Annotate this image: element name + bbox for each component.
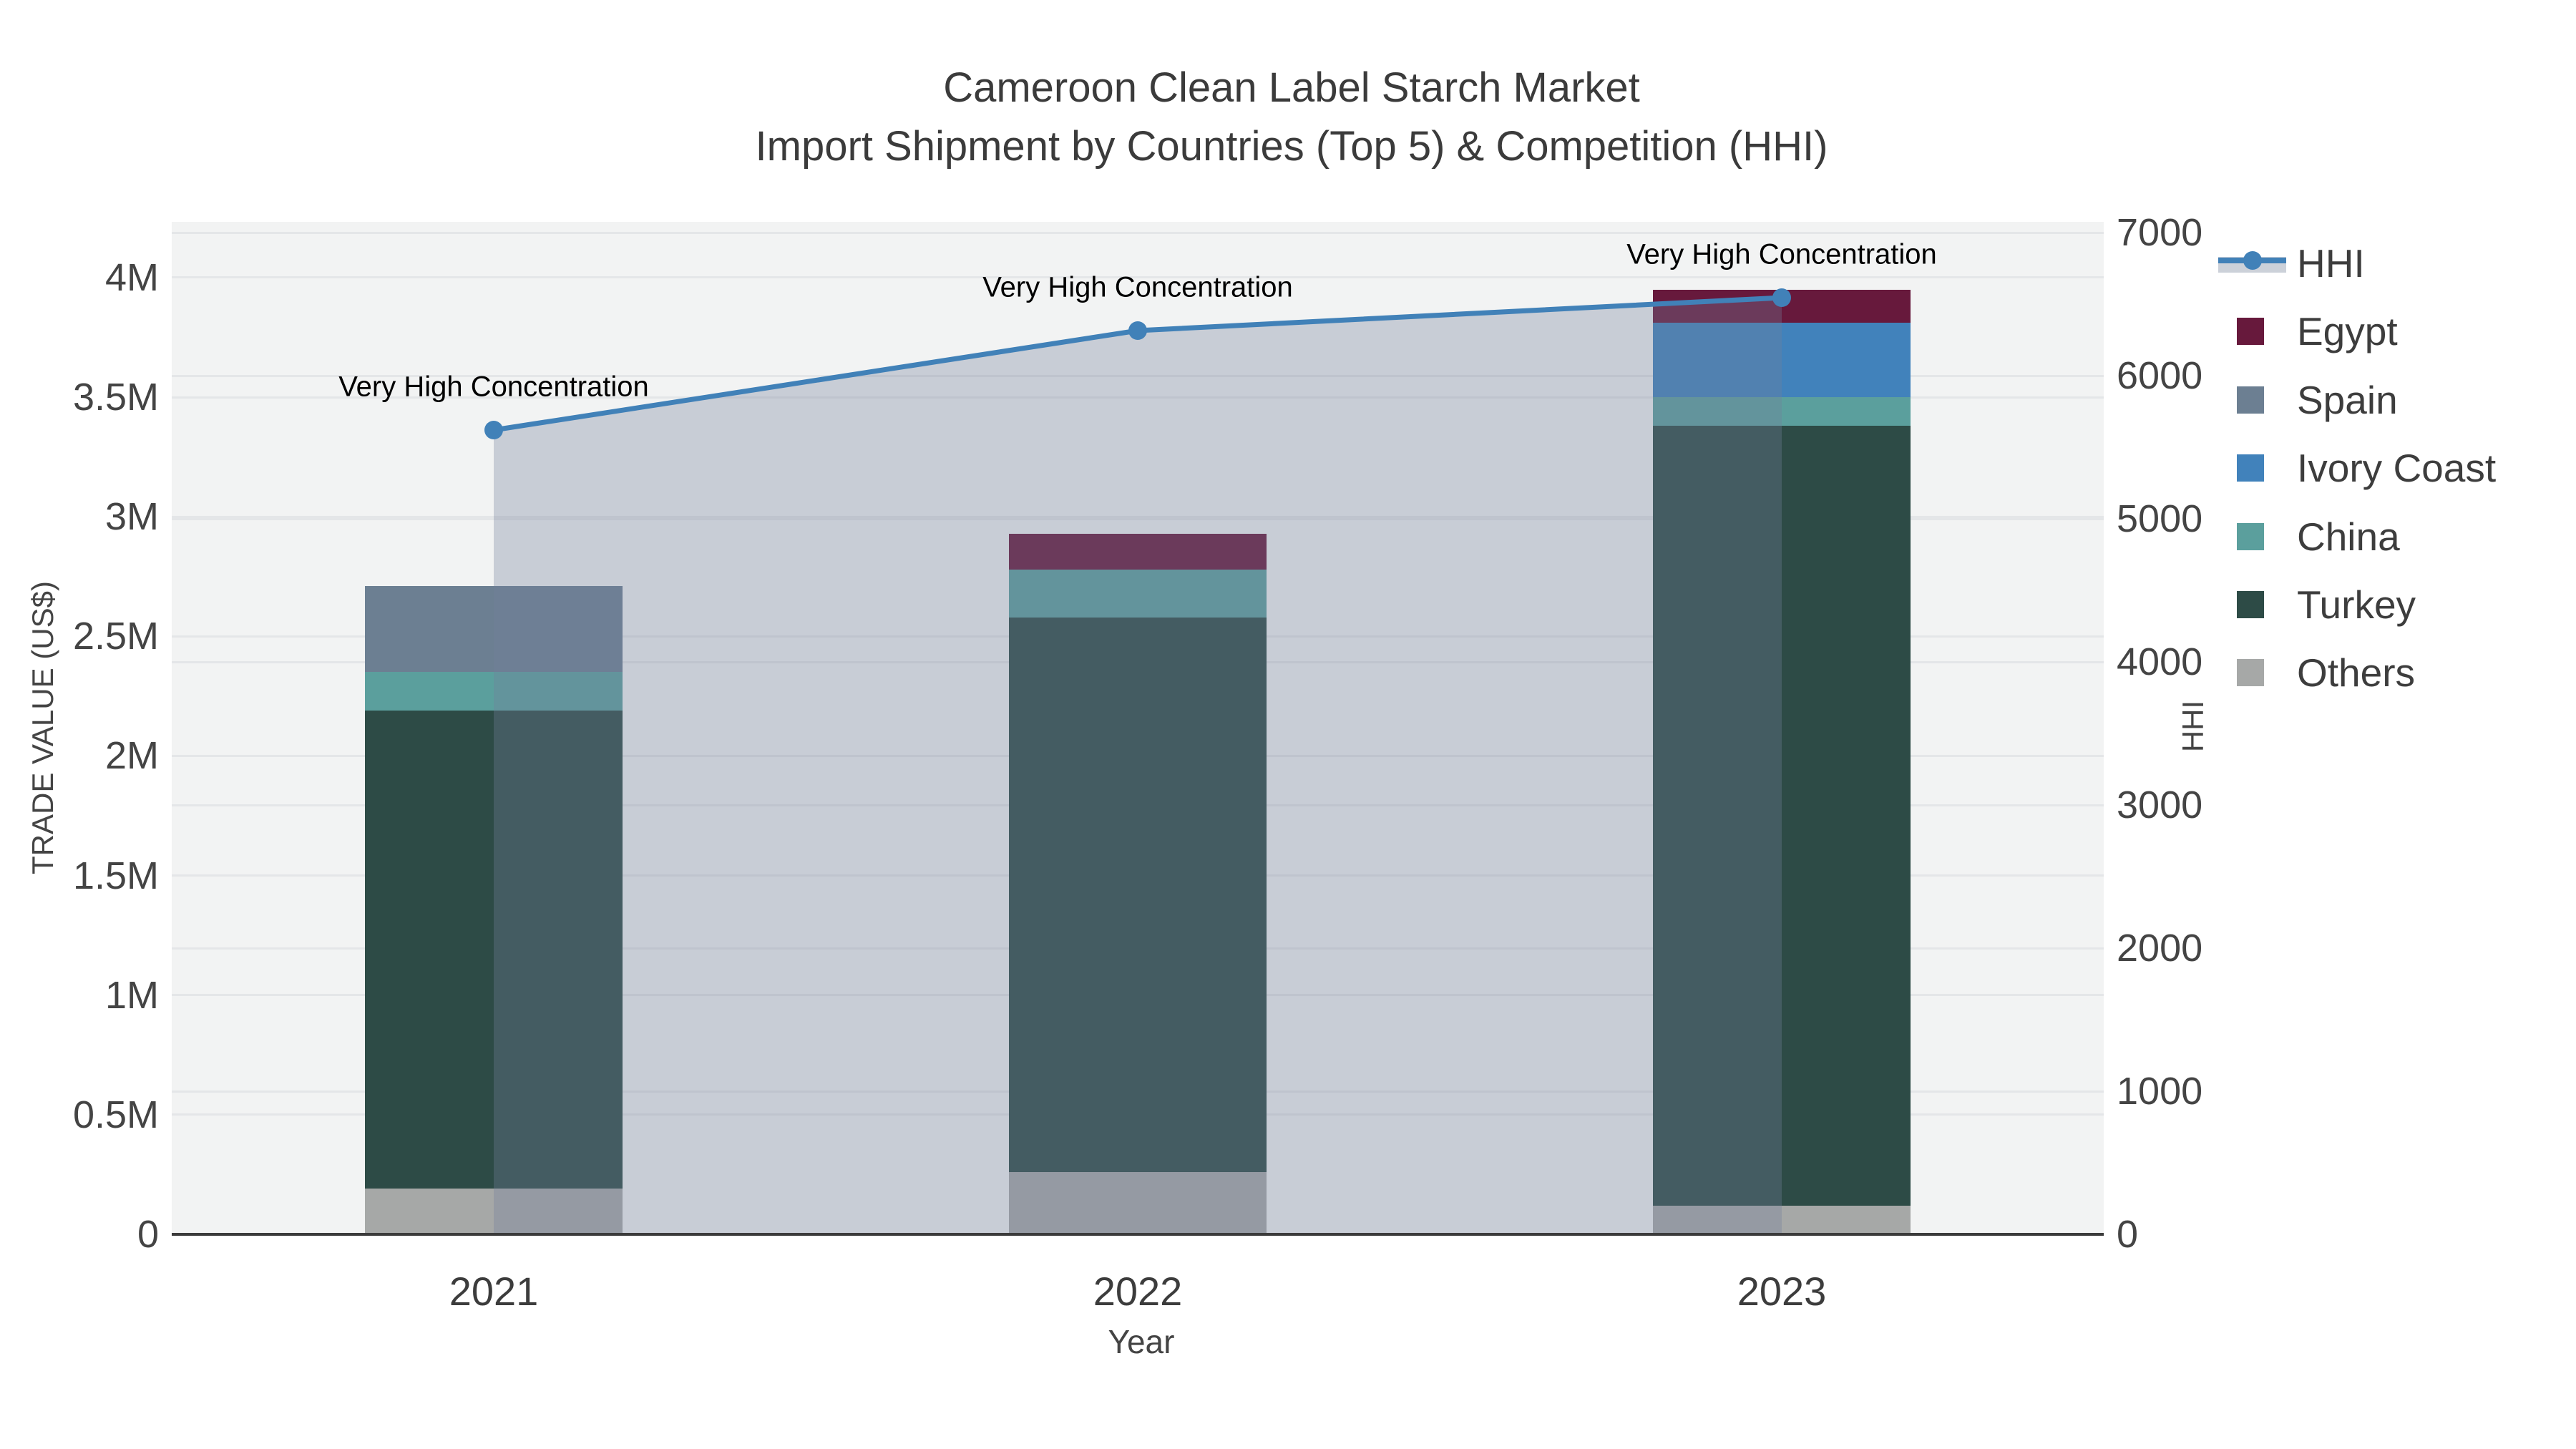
x-tick-2021: 2021 xyxy=(449,1269,539,1314)
y2-tick-5000: 5000 xyxy=(2117,497,2203,540)
y-tick-3M: 3M xyxy=(104,495,159,539)
y2-tick-6000: 6000 xyxy=(2117,354,2203,397)
gridline-y2 xyxy=(172,231,2104,234)
y2-tick-7000: 7000 xyxy=(2117,211,2203,254)
y-axis-title: TRADE VALUE (US$) xyxy=(26,581,59,874)
legend-item-hhi[interactable]: HHI xyxy=(2218,240,2365,286)
x-tick-2022: 2022 xyxy=(1093,1269,1183,1314)
legend-label-ivory-coast: Ivory Coast xyxy=(2297,446,2497,491)
y-tick-1.5M: 1.5M xyxy=(72,854,159,897)
legend-item-china[interactable]: China xyxy=(2218,514,2400,560)
legend-label-hhi: HHI xyxy=(2297,241,2365,286)
gridline-y xyxy=(172,515,2104,518)
bar-segment-2023-china xyxy=(1653,397,1911,426)
gridline-y xyxy=(172,276,2104,279)
gridline-y2 xyxy=(172,517,2104,520)
chart-title-line2: Import Shipment by Countries (Top 5) & C… xyxy=(755,123,1828,170)
bar-segment-2021-spain xyxy=(365,586,623,673)
x-tick-2023: 2023 xyxy=(1737,1269,1827,1314)
x-axis-title: Year xyxy=(1108,1323,1175,1360)
y-tick-2M: 2M xyxy=(104,734,159,778)
y-tick-2.5M: 2.5M xyxy=(72,615,159,658)
bar-segment-2022-egypt xyxy=(1009,533,1267,570)
y-tick-0: 0 xyxy=(137,1213,159,1256)
hhi-line xyxy=(493,295,1782,433)
hhi-line-swatch-icon xyxy=(2218,248,2286,279)
bar-segment-2021-turkey xyxy=(365,710,623,1189)
legend-item-egypt[interactable]: Egypt xyxy=(2218,308,2398,354)
bar-segment-2022-others xyxy=(1009,1172,1267,1234)
y-tick-1M: 1M xyxy=(104,973,159,1017)
annotation-2022: Very High Concentration xyxy=(982,271,1293,303)
y-tick-0.5M: 0.5M xyxy=(72,1093,159,1136)
hhi-marker-2022 xyxy=(1128,321,1147,340)
y2-tick-3000: 3000 xyxy=(2117,784,2203,826)
legend-item-turkey[interactable]: Turkey xyxy=(2218,582,2416,628)
legend-item-ivory-coast[interactable]: Ivory Coast xyxy=(2218,445,2496,491)
hhi-marker-2021 xyxy=(484,421,503,439)
legend-label-china: China xyxy=(2297,514,2400,559)
bar-segment-2023-egypt xyxy=(1653,289,1911,323)
bar-segment-2021-others xyxy=(365,1189,623,1234)
legend-label-egypt: Egypt xyxy=(2297,309,2398,354)
legend-swatch-turkey xyxy=(2237,591,2264,618)
y2-tick-2000: 2000 xyxy=(2117,927,2203,970)
bar-segment-2023-ivory-coast xyxy=(1653,323,1911,398)
legend-swatch-china xyxy=(2237,522,2264,550)
plot-area: Very High Concentration Very High Concent… xyxy=(172,222,2104,1234)
legend-swatch-egypt xyxy=(2237,318,2264,346)
legend-label-others: Others xyxy=(2297,650,2416,696)
legend-swatch-ivory-coast xyxy=(2237,454,2264,482)
legend-item-spain[interactable]: Spain xyxy=(2218,377,2398,423)
annotation-2021: Very High Concentration xyxy=(338,371,649,403)
y2-tick-1000: 1000 xyxy=(2117,1070,2203,1113)
legend-swatch-spain xyxy=(2237,386,2264,414)
legend-label-spain: Spain xyxy=(2297,377,2398,422)
bar-segment-2021-china xyxy=(365,672,623,711)
legend-item-others[interactable]: Others xyxy=(2218,650,2415,696)
x-axis-line xyxy=(172,1233,2104,1236)
bar-segment-2023-others xyxy=(1653,1205,1911,1234)
bar-segment-2022-china xyxy=(1009,569,1267,618)
legend-label-turkey: Turkey xyxy=(2297,582,2416,627)
bar-segment-2022-turkey xyxy=(1009,617,1267,1173)
chart-title-line1: Cameroon Clean Label Starch Market xyxy=(943,64,1640,111)
y-tick-3.5M: 3.5M xyxy=(72,376,159,419)
y2-tick-0: 0 xyxy=(2117,1213,2139,1256)
bar-segment-2023-turkey xyxy=(1653,426,1911,1206)
legend-swatch-others xyxy=(2237,659,2264,687)
y-tick-4M: 4M xyxy=(104,255,159,299)
hhi-marker-swatch xyxy=(2243,251,2262,270)
chart-title: Cameroon Clean Label Starch Market Impor… xyxy=(433,59,2150,176)
y2-axis-title: HHI xyxy=(2176,700,2210,753)
annotation-2023: Very High Concentration xyxy=(1626,238,1937,270)
y2-tick-4000: 4000 xyxy=(2117,640,2203,683)
